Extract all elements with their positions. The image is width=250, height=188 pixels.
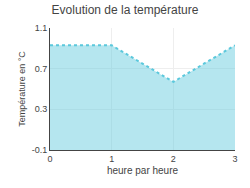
svg-text:0: 0 bbox=[47, 154, 52, 164]
svg-text:0.7: 0.7 bbox=[35, 64, 48, 74]
svg-text:1: 1 bbox=[109, 154, 114, 164]
svg-text:Evolution de la température: Evolution de la température bbox=[52, 3, 199, 17]
svg-text:-0.1: -0.1 bbox=[32, 145, 48, 155]
svg-text:Température en °C: Température en °C bbox=[17, 51, 27, 127]
svg-text:2: 2 bbox=[171, 154, 176, 164]
svg-text:3: 3 bbox=[232, 154, 237, 164]
svg-text:1.1: 1.1 bbox=[35, 23, 48, 33]
svg-text:heure par heure: heure par heure bbox=[107, 165, 179, 176]
svg-text:0.3: 0.3 bbox=[35, 104, 48, 114]
